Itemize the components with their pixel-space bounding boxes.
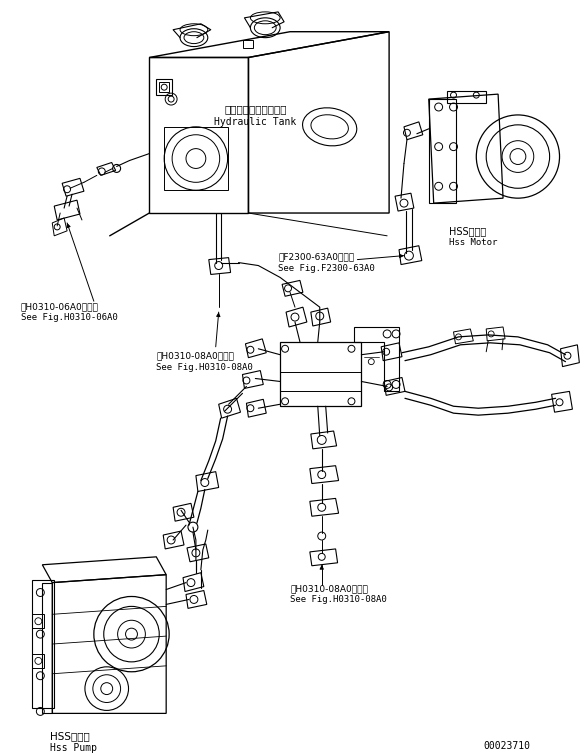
Bar bbox=[156, 79, 172, 95]
Text: Hss Motor: Hss Motor bbox=[448, 238, 497, 247]
Bar bbox=[32, 615, 45, 628]
Text: See Fig.F2300-63A0: See Fig.F2300-63A0 bbox=[278, 264, 375, 272]
Text: HSSモータ: HSSモータ bbox=[448, 226, 486, 236]
Text: See Fig.H0310-06A0: See Fig.H0310-06A0 bbox=[21, 313, 117, 322]
Text: Hss Pump: Hss Pump bbox=[50, 743, 97, 753]
Text: 第H0310-06A0図参照: 第H0310-06A0図参照 bbox=[21, 302, 98, 311]
Text: 00023710: 00023710 bbox=[483, 741, 530, 751]
Bar bbox=[32, 580, 54, 709]
Text: HSSポンプ: HSSポンプ bbox=[50, 731, 90, 741]
Text: 第F2300-63A0図参照: 第F2300-63A0図参照 bbox=[278, 253, 355, 262]
Text: 第H0310-08A0図参照: 第H0310-08A0図参照 bbox=[156, 352, 234, 360]
Bar bbox=[429, 99, 456, 203]
Bar bbox=[159, 82, 169, 92]
Text: Hydraulic Tank: Hydraulic Tank bbox=[214, 117, 297, 127]
Bar bbox=[243, 40, 253, 48]
Bar bbox=[164, 127, 227, 190]
Bar bbox=[32, 654, 45, 668]
Text: ハイドロリックタンク: ハイドロリックタンク bbox=[224, 104, 287, 114]
Bar bbox=[447, 91, 486, 103]
Text: See Fig.H0310-08A0: See Fig.H0310-08A0 bbox=[156, 363, 253, 372]
Text: See Fig.H0310-08A0: See Fig.H0310-08A0 bbox=[290, 596, 387, 605]
Bar bbox=[280, 342, 362, 406]
Text: 第H0310-08A0図参照: 第H0310-08A0図参照 bbox=[290, 584, 368, 593]
